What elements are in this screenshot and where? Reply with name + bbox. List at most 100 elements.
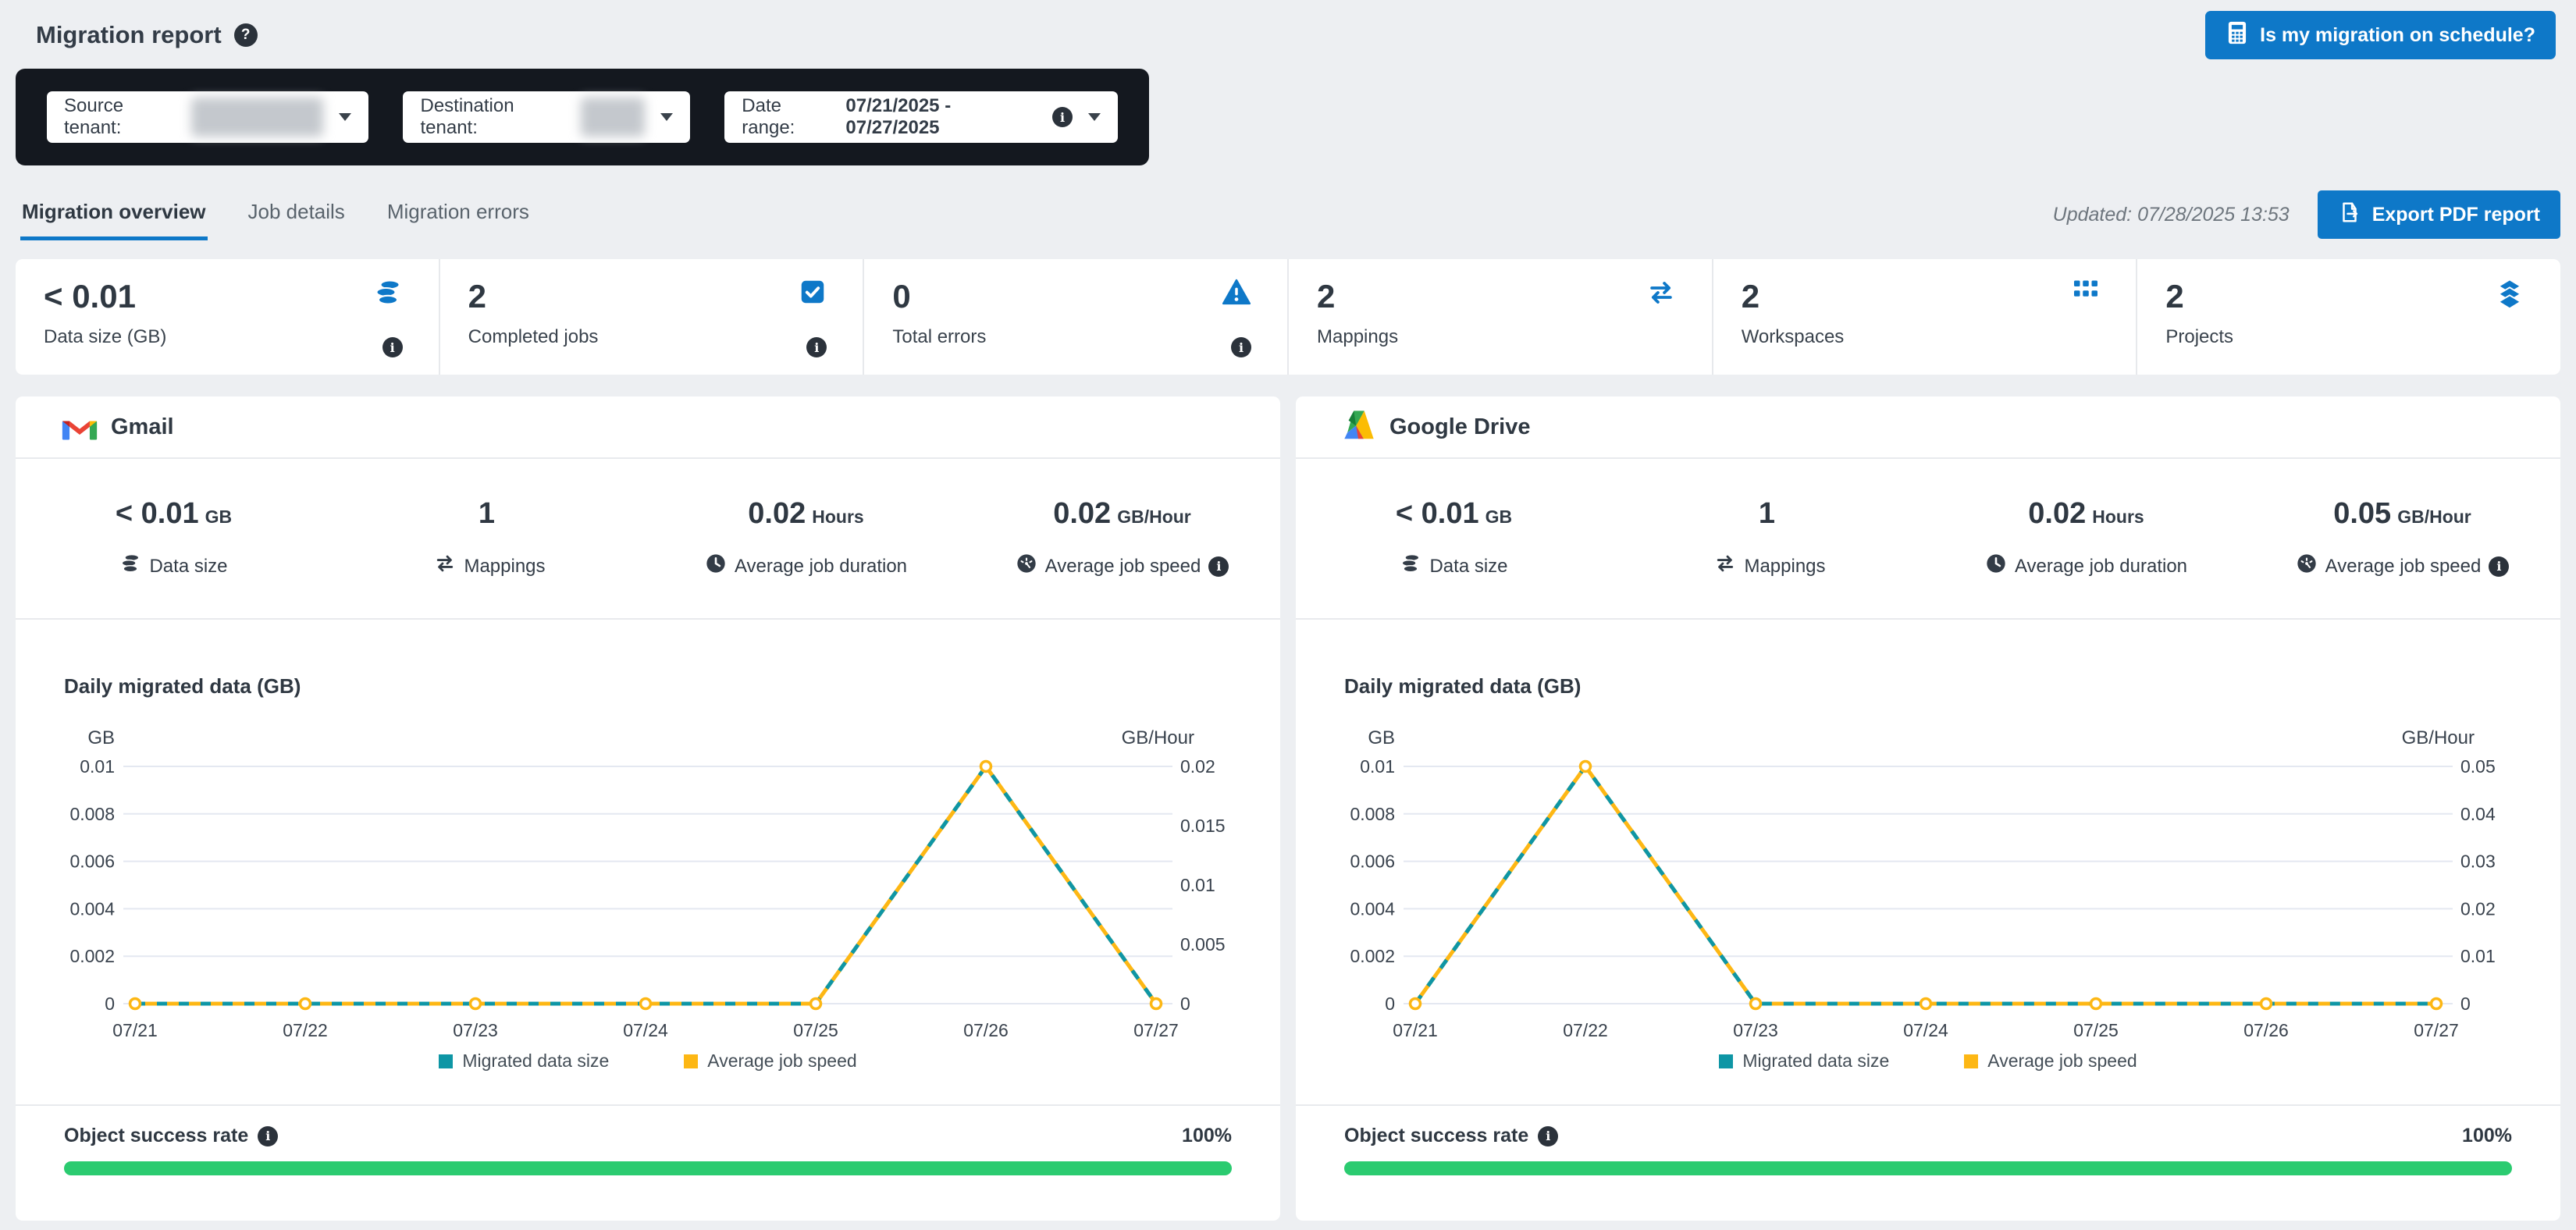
stat-value: < 0.01 [116, 497, 199, 530]
clock-icon [705, 553, 727, 580]
info-icon[interactable]: i [2489, 556, 2509, 577]
stat-mappings: 2 Mappings [1287, 259, 1712, 375]
migrated-data-swatch [1719, 1054, 1733, 1068]
stat-label: Workspaces [1742, 326, 2137, 348]
info-icon[interactable]: i [1052, 107, 1073, 127]
layers-icon [2495, 278, 2524, 313]
chevron-down-icon [339, 113, 351, 121]
svg-text:0.002: 0.002 [1350, 946, 1395, 966]
legend-label: Migrated data size [462, 1050, 609, 1072]
stat-value: 0.02 [1053, 497, 1111, 530]
summary-stats-card: < 0.01 Data size (GB) i 2 Completed jobs… [16, 259, 2560, 375]
svg-text:0.01: 0.01 [80, 756, 115, 777]
stat-label: Projects [2165, 326, 2560, 348]
svg-text:07/24: 07/24 [1903, 1020, 1948, 1040]
svg-text:07/25: 07/25 [793, 1020, 838, 1040]
stat-label: Data size [1429, 556, 1507, 578]
source-tenant-value-redacted [191, 98, 323, 137]
stat-label: Mappings [1744, 556, 1825, 578]
info-icon[interactable]: i [258, 1126, 278, 1146]
updated-timestamp: Updated: 07/28/2025 13:53 [2053, 204, 2290, 226]
info-icon[interactable]: i [1208, 556, 1229, 577]
stat-total-errors: 0 Total errors i [863, 259, 1287, 375]
svg-text:07/22: 07/22 [283, 1020, 328, 1040]
svg-text:07/23: 07/23 [453, 1020, 498, 1040]
google-drive-stats-row: < 0.01GB Data size 1 Mappings 0.02Hours [1296, 459, 2560, 620]
warning-icon [1222, 278, 1251, 310]
stat-value: 1 [479, 497, 495, 530]
migrated-data-swatch [439, 1054, 453, 1068]
svg-text:07/23: 07/23 [1733, 1020, 1778, 1040]
svg-text:07/26: 07/26 [2243, 1020, 2289, 1040]
service-name: Google Drive [1389, 414, 1531, 440]
export-pdf-button[interactable]: Export PDF report [2318, 190, 2560, 239]
success-rate-label: Object success rate [1344, 1125, 1528, 1147]
help-icon[interactable]: ? [234, 23, 258, 47]
svg-text:0: 0 [105, 994, 115, 1014]
svg-text:07/22: 07/22 [1563, 1020, 1608, 1040]
info-icon[interactable]: i [1538, 1126, 1558, 1146]
svg-text:0.01: 0.01 [1180, 875, 1215, 895]
svg-text:07/21: 07/21 [1393, 1020, 1438, 1040]
stat-workspaces: 2 Workspaces [1712, 259, 2137, 375]
source-tenant-dropdown[interactable]: Source tenant: [47, 91, 368, 143]
success-rate-value: 100% [1182, 1125, 1232, 1147]
drive-mappings: 1 Mappings [1612, 497, 1928, 580]
stat-label: Average job speed [2325, 556, 2482, 578]
checkbox-icon [799, 278, 827, 310]
google-drive-success-block: Object success rate i 100% [1296, 1104, 2560, 1175]
tabs-row: Migration overview Job details Migration… [16, 187, 2560, 242]
success-rate-label: Object success rate [64, 1125, 248, 1147]
svg-text:07/24: 07/24 [623, 1020, 668, 1040]
stat-unit: GB/Hour [1117, 507, 1191, 527]
svg-text:0: 0 [1180, 994, 1190, 1014]
svg-text:07/26: 07/26 [963, 1020, 1009, 1040]
info-icon[interactable]: i [382, 337, 403, 357]
svg-text:0.05: 0.05 [2460, 756, 2496, 777]
svg-text:0.006: 0.006 [1350, 851, 1395, 872]
gmail-avg-duration: 0.02Hours Average job duration [648, 497, 964, 580]
speedometer-icon [2296, 553, 2318, 580]
svg-text:0.03: 0.03 [2460, 851, 2496, 872]
stat-unit: GB [1485, 507, 1513, 527]
stat-label: Data size (GB) [44, 326, 439, 348]
stat-value: 0.02 [2028, 497, 2086, 530]
export-pdf-label: Export PDF report [2372, 204, 2540, 226]
svg-text:07/25: 07/25 [2073, 1020, 2119, 1040]
svg-text:GB: GB [87, 727, 115, 748]
tab-migration-overview[interactable]: Migration overview [20, 189, 208, 240]
stat-value: 1 [1759, 497, 1775, 530]
gmail-stats-row: < 0.01GB Data size 1 Mappings 0.02Hours [16, 459, 1280, 620]
info-icon[interactable]: i [806, 337, 827, 357]
service-name: Gmail [111, 414, 174, 440]
calculator-icon [2226, 20, 2249, 51]
tab-migration-errors[interactable]: Migration errors [386, 189, 531, 240]
source-tenant-label: Source tenant: [64, 95, 182, 139]
tab-job-details[interactable]: Job details [247, 189, 347, 240]
stat-unit: GB [205, 507, 233, 527]
legend-label: Average job speed [707, 1050, 856, 1072]
success-progress-bar [64, 1161, 1232, 1175]
svg-text:0.004: 0.004 [69, 898, 115, 919]
destination-tenant-dropdown[interactable]: Destination tenant: [403, 91, 690, 143]
info-icon[interactable]: i [1231, 337, 1251, 357]
gmail-chart-block: Daily migrated data (GB) 0.010.0080.0060… [16, 620, 1280, 1072]
schedule-button[interactable]: Is my migration on schedule? [2205, 11, 2556, 59]
svg-text:07/21: 07/21 [112, 1020, 158, 1040]
swap-icon [434, 553, 456, 580]
stat-label: Data size [149, 556, 227, 578]
svg-text:0.02: 0.02 [1180, 756, 1215, 777]
chart-legend: Migrated data size Average job speed [1344, 1050, 2512, 1072]
stat-label: Average job speed [1045, 556, 1201, 578]
svg-text:0.01: 0.01 [1360, 756, 1395, 777]
chevron-down-icon [1088, 113, 1101, 121]
svg-text:0.008: 0.008 [69, 804, 115, 824]
date-range-label: Date range: [742, 95, 836, 139]
stat-label: Average job duration [735, 556, 907, 578]
svg-text:GB: GB [1368, 727, 1395, 748]
avg-speed-swatch [1964, 1054, 1978, 1068]
chevron-down-icon [660, 113, 673, 121]
date-range-dropdown[interactable]: Date range: 07/21/2025 - 07/27/2025 i [724, 91, 1118, 143]
export-icon [2338, 201, 2361, 229]
legend-label: Average job speed [1987, 1050, 2137, 1072]
